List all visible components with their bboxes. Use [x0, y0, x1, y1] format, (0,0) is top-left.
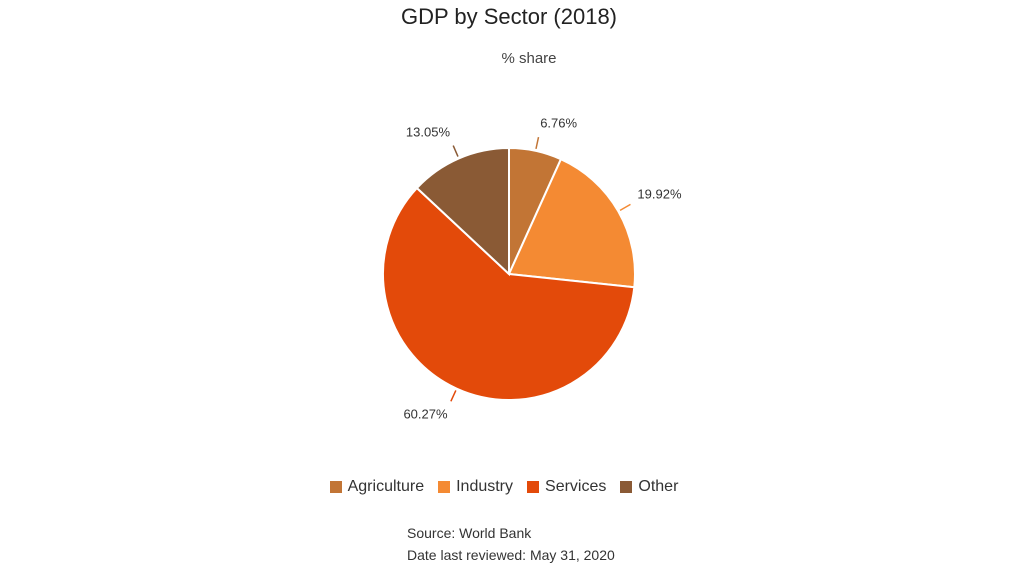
leader-line-services	[450, 390, 457, 402]
legend-swatch-services	[527, 481, 540, 493]
legend-label-services: Services	[545, 478, 607, 495]
pie-slice-services[interactable]	[382, 186, 636, 401]
pie-slice-industry[interactable]	[507, 157, 636, 289]
legend-item-agriculture[interactable]: Agriculture	[329, 478, 425, 496]
leader-line-agriculture	[535, 136, 540, 150]
leader-line-other	[452, 145, 459, 157]
pie-slice-other[interactable]	[415, 146, 510, 277]
data-label-other: 13.05%	[406, 124, 451, 139]
data-label-industry: 19.92%	[637, 186, 682, 201]
data-label-agriculture: 6.76%	[540, 115, 577, 130]
legend-swatch-other	[620, 481, 633, 493]
reviewed-note: Date last reviewed: May 31, 2020	[407, 547, 615, 563]
leader-line-industry	[619, 203, 631, 212]
data-label-services: 60.27%	[403, 407, 448, 422]
pie-chart: 6.76% 19.92% 60.27% 13.05%	[382, 115, 682, 422]
chart-footer: Source: World Bank Date last reviewed: M…	[407, 522, 615, 566]
source-note: Source: World Bank	[407, 525, 532, 541]
legend: Agriculture Industry Services Other	[0, 478, 1008, 496]
legend-item-other[interactable]: Other	[620, 478, 678, 496]
legend-label-other: Other	[638, 478, 679, 495]
legend-item-industry[interactable]: Industry	[438, 478, 513, 496]
legend-swatch-agriculture	[329, 481, 342, 493]
chart-subtitle: % share	[501, 50, 557, 67]
chart-title: GDP by Sector (2018)	[400, 4, 618, 29]
legend-label-agriculture: Agriculture	[347, 478, 425, 495]
legend-item-services[interactable]: Services	[527, 478, 606, 496]
legend-swatch-industry	[438, 481, 451, 493]
legend-label-industry: Industry	[456, 478, 514, 495]
